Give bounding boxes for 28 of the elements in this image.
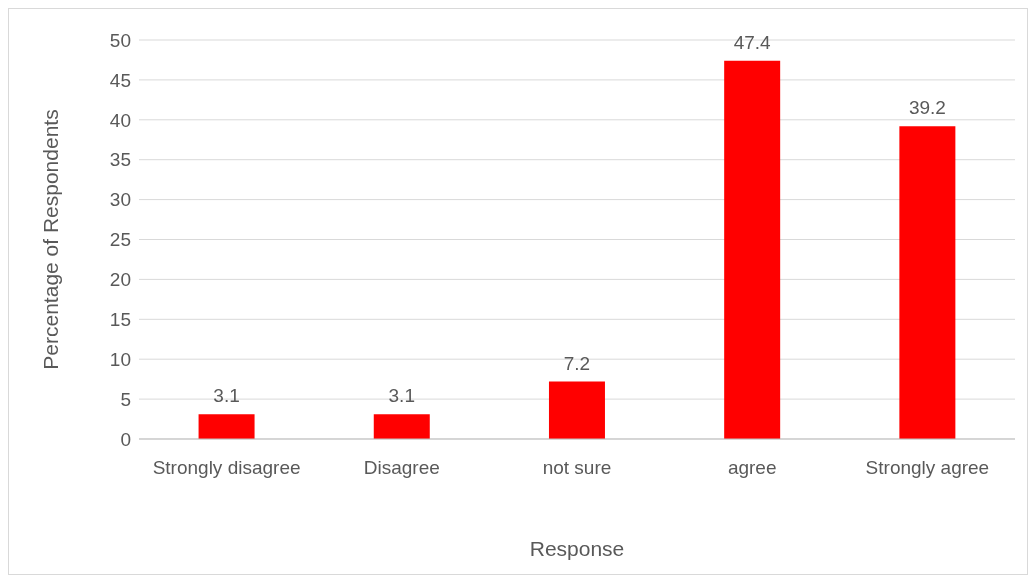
- x-axis-title: Response: [529, 537, 625, 560]
- y-tick-label: 10: [109, 348, 131, 370]
- data-label: 7.2: [563, 352, 591, 374]
- bar: [724, 60, 781, 439]
- y-axis-title: Percentage of Respondents: [39, 109, 63, 370]
- bar: [373, 414, 430, 439]
- x-tick-label: Disagree: [363, 457, 440, 479]
- bar: [899, 126, 956, 439]
- y-tick-label: 5: [120, 388, 131, 410]
- x-tick-label: agree: [727, 457, 777, 479]
- data-label: 47.4: [733, 31, 772, 53]
- bar: [548, 381, 605, 439]
- x-tick-label: Strongly agree: [865, 457, 990, 479]
- y-tick-label: 20: [109, 269, 131, 291]
- y-tick-label: 0: [120, 428, 131, 450]
- y-tick-label: 25: [109, 229, 131, 251]
- data-label: 3.1: [213, 385, 240, 407]
- data-label: 3.1: [388, 385, 415, 407]
- y-tick-label: 50: [109, 29, 131, 51]
- y-tick-label: 35: [109, 149, 131, 171]
- bar: [198, 414, 255, 439]
- y-tick-label: 15: [109, 309, 131, 331]
- y-tick-label: 45: [109, 69, 131, 91]
- x-tick-label: not sure: [542, 457, 612, 479]
- y-tick-label: 30: [109, 189, 131, 211]
- x-tick-label: Strongly disagree: [152, 457, 301, 479]
- data-label: 39.2: [908, 97, 946, 119]
- y-tick-label: 40: [109, 109, 131, 131]
